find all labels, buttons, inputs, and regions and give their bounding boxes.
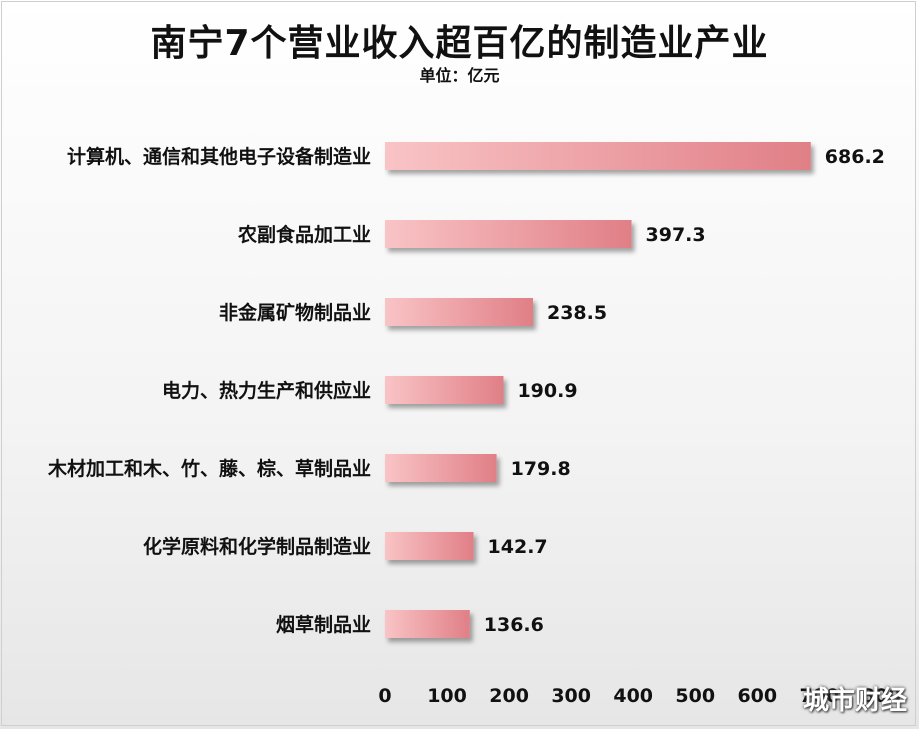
x-tick-label: 300 bbox=[551, 685, 591, 707]
bar bbox=[385, 454, 497, 482]
x-tick-label: 200 bbox=[489, 685, 529, 707]
value-label: 686.2 bbox=[825, 146, 885, 168]
x-tick-label: 700 bbox=[800, 685, 840, 707]
x-tick-label: 0 bbox=[378, 685, 391, 707]
bar bbox=[385, 376, 504, 404]
x-tick-label: 400 bbox=[613, 685, 653, 707]
bar bbox=[385, 298, 533, 326]
x-tick-label: 100 bbox=[427, 685, 467, 707]
category-label: 农副食品加工业 bbox=[237, 223, 371, 246]
watermark: 城市财经 bbox=[802, 686, 907, 716]
category-label: 电力、热力生产和供应业 bbox=[162, 379, 371, 402]
category-label: 化学原料和化学制品制造业 bbox=[143, 535, 371, 558]
value-label: 190.9 bbox=[517, 380, 577, 402]
chart-title: 南宁7个营业收入超百亿的制造业产业 bbox=[150, 23, 769, 64]
x-tick-label: 800 bbox=[862, 685, 902, 707]
bar bbox=[385, 610, 470, 638]
category-label: 计算机、通信和其他电子设备制造业 bbox=[67, 145, 371, 168]
bar bbox=[385, 142, 811, 170]
value-label: 179.8 bbox=[511, 458, 571, 480]
value-label: 142.7 bbox=[488, 536, 548, 558]
category-label: 非金属矿物制品业 bbox=[219, 301, 371, 324]
chart-subtitle: 单位：亿元 bbox=[419, 66, 500, 85]
value-label: 136.6 bbox=[484, 614, 544, 636]
x-tick-label: 600 bbox=[737, 685, 777, 707]
bar bbox=[385, 532, 474, 560]
x-tick-label: 500 bbox=[675, 685, 715, 707]
category-label: 烟草制品业 bbox=[276, 613, 371, 636]
value-label: 397.3 bbox=[646, 224, 706, 246]
value-label: 238.5 bbox=[547, 302, 607, 324]
category-label: 木材加工和木、竹、藤、棕、草制品业 bbox=[47, 457, 371, 480]
bar bbox=[385, 220, 632, 248]
